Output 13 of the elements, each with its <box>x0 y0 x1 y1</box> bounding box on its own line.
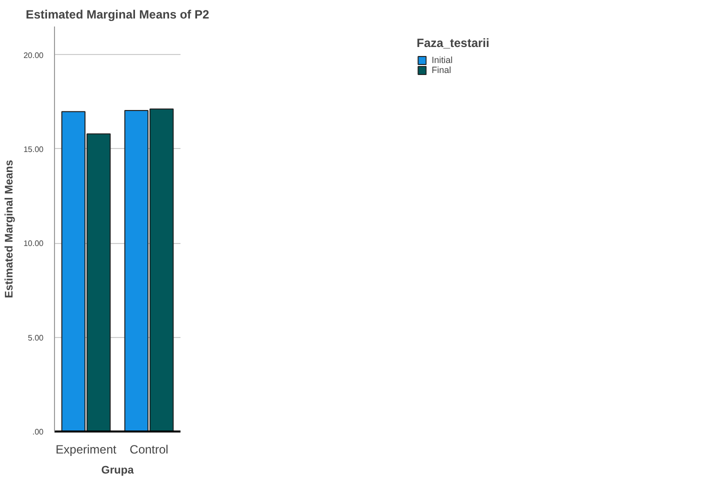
legend-label: Initial <box>432 55 453 65</box>
y-axis-title: Estimated Marginal Means <box>3 160 16 298</box>
y-tick-label: 10.00 <box>23 239 44 248</box>
legend-label: Final <box>432 65 452 75</box>
x-axis-title: Grupa <box>101 464 135 476</box>
legend-title: Faza_testarii <box>416 36 490 50</box>
x-tick-label: Control <box>130 442 168 456</box>
y-tick-label: 20.00 <box>23 50 44 60</box>
y-tick-label: 15.00 <box>23 144 44 154</box>
y-tick-label: 5.00 <box>28 333 44 342</box>
y-tick-label: .00 <box>32 428 44 436</box>
chart-title: Estimated Marginal Means of P2 <box>26 8 210 22</box>
x-tick-label: Experiment <box>56 442 118 456</box>
